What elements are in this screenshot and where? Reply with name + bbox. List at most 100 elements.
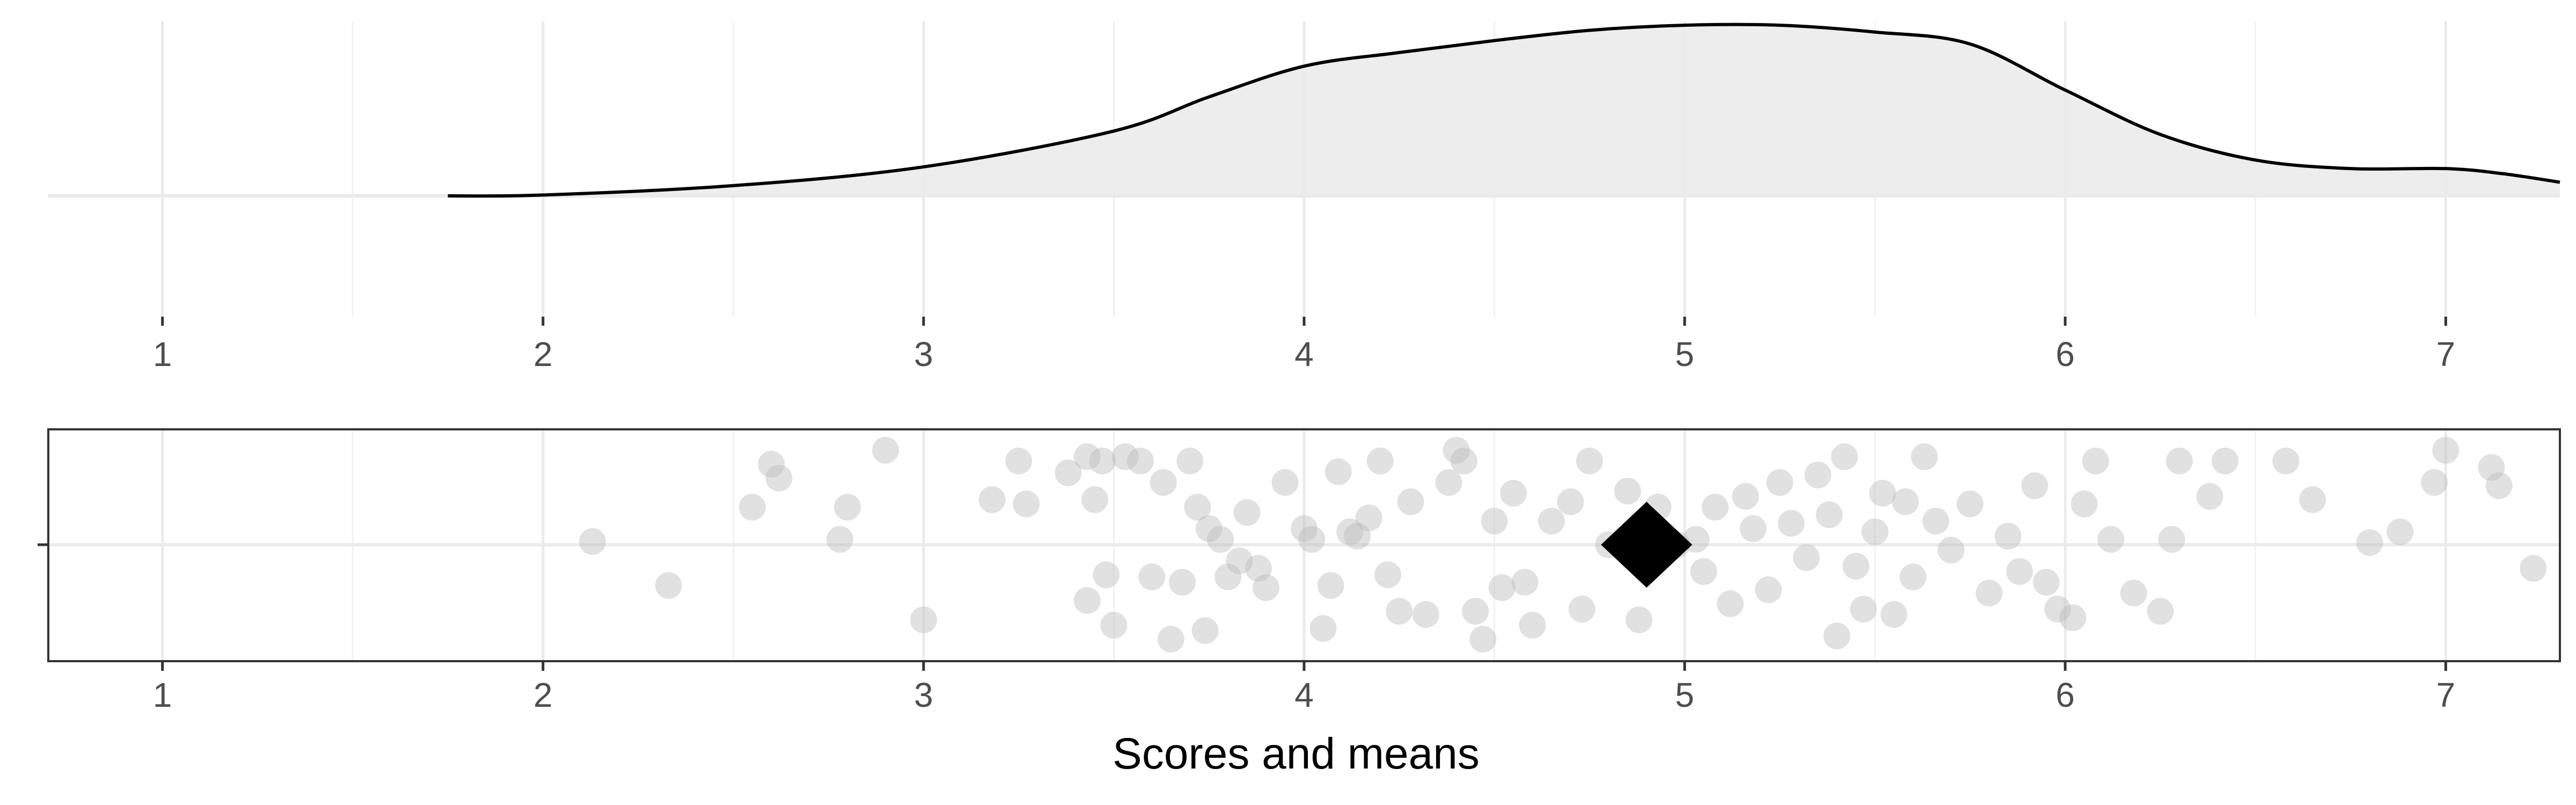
jitter-x-tick-label: 1	[153, 676, 172, 714]
data-point	[655, 572, 682, 599]
data-point	[910, 606, 937, 633]
data-point	[826, 526, 853, 553]
data-point	[1576, 448, 1603, 474]
data-point	[1739, 515, 1767, 542]
data-point	[579, 528, 606, 555]
data-point	[1169, 569, 1196, 596]
data-point	[834, 494, 861, 521]
data-point	[1922, 508, 1950, 535]
data-point	[1823, 623, 1850, 649]
data-point	[2044, 596, 2071, 623]
data-point	[2006, 558, 2033, 585]
density-x-tick-label: 7	[2436, 335, 2455, 374]
data-point	[738, 494, 766, 521]
data-point	[2032, 569, 2060, 596]
data-point	[1397, 488, 1424, 515]
density-x-tick-label: 1	[153, 335, 172, 374]
data-point	[1732, 483, 1759, 510]
data-point	[2147, 598, 2174, 625]
data-point	[1755, 576, 1782, 603]
data-point	[1271, 469, 1299, 496]
data-point	[2097, 526, 2125, 553]
data-point	[1073, 443, 1101, 470]
data-point	[1344, 523, 1371, 550]
data-point	[1690, 558, 1717, 585]
data-point	[1481, 508, 1508, 535]
data-point	[1568, 596, 1596, 623]
data-point	[1766, 469, 1794, 496]
data-point	[1207, 526, 1234, 553]
density-panel: 1 2 3 4 5 6 7	[48, 21, 2560, 374]
jitter-panel: 1 2 3 4 5 6 7	[38, 428, 2561, 714]
data-point	[1701, 494, 1729, 521]
data-point	[1488, 574, 1516, 601]
data-point	[2059, 604, 2087, 631]
data-point	[1138, 564, 1166, 590]
data-point	[2021, 472, 2048, 499]
data-point	[2520, 555, 2547, 582]
data-point	[758, 451, 785, 478]
data-point	[1386, 598, 1413, 625]
data-point	[1450, 448, 1477, 474]
jitter-x-tick-label: 7	[2436, 676, 2455, 714]
data-point	[2478, 454, 2505, 481]
data-point	[1717, 590, 1744, 617]
density-x-tick-label: 6	[2055, 335, 2075, 374]
data-point	[1869, 480, 1896, 507]
data-point	[1861, 518, 1889, 545]
density-x-tick-label: 2	[533, 335, 553, 374]
x-axis-title: Scores and means	[1113, 729, 1480, 778]
data-point	[1816, 501, 1843, 528]
data-point	[1937, 537, 1965, 564]
data-point	[1309, 615, 1337, 642]
mean-marker	[1601, 502, 1693, 588]
jitter-x-tick-label: 5	[1675, 676, 1694, 714]
data-point	[1956, 491, 1984, 517]
data-point	[1336, 518, 1364, 545]
data-point	[2387, 518, 2414, 545]
data-point	[2356, 529, 2383, 556]
data-point	[1911, 443, 1938, 470]
data-point	[1184, 494, 1211, 521]
data-point	[1073, 587, 1101, 614]
data-point	[1804, 462, 1832, 488]
data-point	[1850, 596, 1877, 623]
density-area	[448, 24, 2560, 196]
data-point	[1157, 626, 1184, 653]
data-point	[2070, 491, 2098, 517]
data-point	[1111, 443, 1139, 470]
data-point	[1100, 612, 1128, 639]
jitter-x-tick-label: 2	[533, 676, 553, 714]
data-point	[2120, 580, 2147, 606]
data-point	[1366, 448, 1394, 474]
data-point	[1253, 574, 1280, 601]
data-point	[1462, 598, 1489, 625]
data-point	[1245, 555, 1272, 582]
data-point	[1233, 499, 1261, 526]
data-point	[1013, 491, 1040, 517]
data-point	[1519, 612, 1546, 639]
data-point	[1892, 488, 1919, 515]
density-x-tick-label: 4	[1294, 335, 1314, 374]
data-point	[1899, 564, 1927, 590]
data-point	[1214, 564, 1242, 590]
data-point	[1005, 448, 1033, 474]
data-point	[1500, 480, 1527, 507]
data-point	[1435, 469, 1462, 496]
data-point	[1994, 523, 2022, 550]
data-point	[1324, 458, 1352, 485]
data-point	[2082, 448, 2109, 474]
data-point	[1842, 553, 1870, 580]
data-point	[978, 486, 1006, 513]
data-point	[1443, 437, 1470, 464]
jitter-x-tick-label: 6	[2055, 676, 2075, 714]
density-x-tick-label: 5	[1675, 335, 1694, 374]
data-point	[2272, 448, 2300, 474]
data-point	[1150, 469, 1177, 496]
data-point	[2212, 448, 2238, 474]
data-point	[1226, 547, 1253, 574]
data-point	[765, 465, 793, 492]
data-point	[1127, 448, 1154, 474]
data-point	[2432, 437, 2460, 464]
